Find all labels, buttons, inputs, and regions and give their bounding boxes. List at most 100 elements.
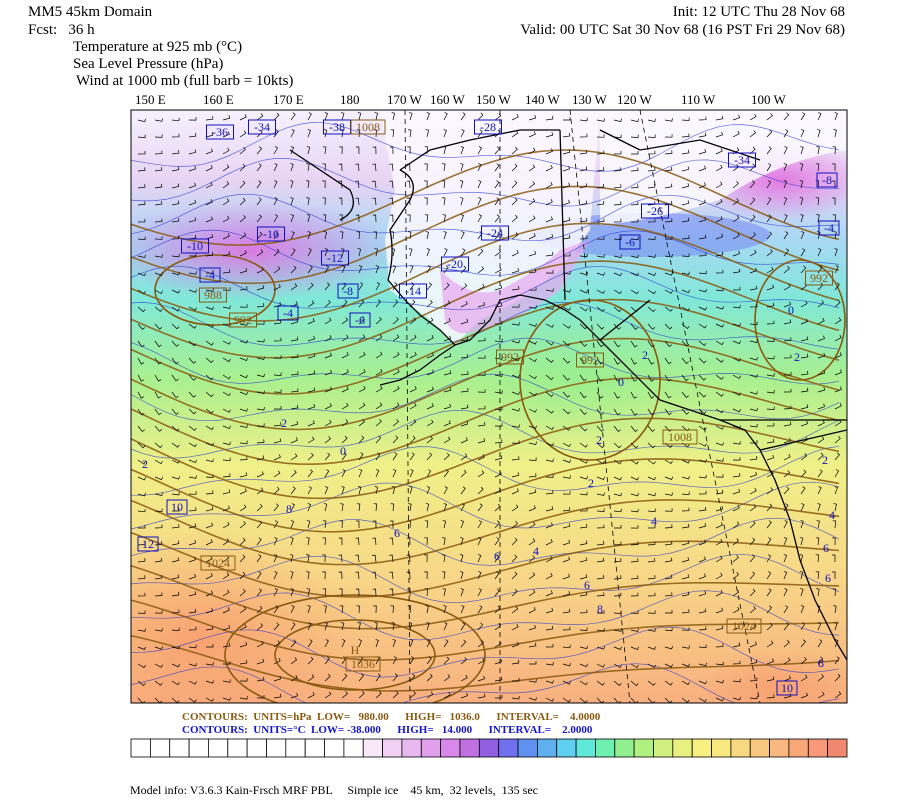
wind-barb [307, 469, 313, 478]
wind-barb [833, 503, 837, 512]
wind-barb [647, 289, 656, 295]
wind-barb [715, 131, 724, 138]
wind-barb [426, 265, 431, 274]
wind-barb [459, 180, 464, 189]
wind-barb [749, 249, 757, 257]
wind-barb [783, 537, 788, 546]
wind-barb [816, 214, 820, 223]
wind-barb [800, 387, 809, 393]
wind-barb [681, 340, 690, 347]
wind-barb [815, 571, 820, 580]
wind-barb [630, 610, 639, 614]
wind-barb [562, 662, 571, 667]
wind-barb [256, 163, 262, 172]
wind-barb [494, 658, 503, 665]
wind-barb [239, 623, 247, 631]
wind-barb [188, 507, 197, 512]
wind-barb [715, 442, 724, 446]
wind-barb [596, 524, 605, 529]
wind-barb [715, 357, 724, 363]
contour-label-box [181, 238, 209, 254]
contour-label: -38 [329, 120, 345, 134]
wind-barb [715, 590, 723, 597]
wind-barb [290, 605, 295, 614]
pressure-contour [131, 564, 840, 630]
wind-barb [698, 474, 707, 479]
wind-barb [407, 146, 411, 155]
wind-barb [460, 301, 468, 308]
wind-barb [647, 374, 655, 382]
wind-barb [528, 555, 536, 563]
wind-barb [426, 691, 434, 699]
contour-label: 2 [822, 453, 828, 467]
wind-barb [324, 452, 331, 461]
color-bar-box [788, 738, 809, 758]
wind-barb [188, 391, 197, 398]
wind-barb [817, 656, 824, 665]
wind-barb [239, 554, 246, 563]
wind-barb [732, 696, 741, 701]
wind-barb [154, 218, 163, 223]
wind-barb [407, 214, 411, 223]
wind-barb [273, 389, 282, 393]
wind-barb [239, 641, 248, 648]
wind-barb [407, 231, 412, 240]
wind-barb [783, 163, 788, 172]
wind-barb [613, 646, 622, 650]
coastlines [289, 129, 847, 661]
wind-barb [630, 442, 639, 449]
wind-barb [341, 334, 349, 342]
wind-barb [613, 476, 622, 481]
wind-barb [647, 408, 655, 416]
wind-barb [749, 588, 756, 597]
wind-barb [239, 488, 247, 495]
wind-barb [324, 299, 331, 308]
wind-barb [443, 370, 452, 376]
wind-barb [732, 624, 740, 631]
wind-barb [647, 558, 656, 563]
wind-barb [424, 163, 428, 172]
wind-barb [273, 454, 281, 461]
contour-label: 6 [584, 578, 590, 592]
wind-barb [372, 146, 377, 155]
wind-barb [494, 455, 503, 461]
wind-barb [307, 128, 311, 138]
wind-barb [494, 163, 500, 172]
wind-barb [562, 306, 571, 311]
wind-barb [715, 164, 723, 172]
wind-barb [528, 642, 537, 648]
wind-barb [290, 622, 296, 631]
wind-barb [698, 573, 706, 580]
wind-barb [392, 673, 398, 682]
temperature-contour [131, 122, 840, 172]
wind-barb [171, 133, 180, 138]
wind-barb [817, 370, 826, 376]
wind-barb [749, 659, 758, 665]
wind-barb [392, 316, 399, 325]
wind-barb [137, 150, 146, 155]
wind-barb [460, 437, 468, 444]
wind-barb [528, 521, 536, 529]
wind-barb [290, 112, 296, 121]
wind-barb [358, 282, 364, 291]
wind-barb [698, 442, 707, 447]
wind-barb [441, 554, 446, 563]
wind-barb [529, 661, 537, 665]
contour-label: 992 [501, 350, 519, 364]
wind-barb [323, 231, 328, 240]
wind-barb [766, 249, 773, 257]
wind-barb [511, 695, 520, 700]
wind-barb [715, 679, 724, 684]
wind-barb [613, 150, 622, 155]
wind-barb [273, 486, 280, 495]
wind-barb [528, 441, 537, 446]
wind-barb [239, 472, 248, 478]
field-name: Sea Level Pressure (hPa) [73, 56, 223, 72]
wind-barb [664, 680, 673, 686]
wind-barb [698, 626, 707, 631]
shading-blob [440, 240, 590, 334]
wind-barb [783, 319, 792, 325]
wind-barb [528, 425, 537, 429]
color-bar-box [730, 738, 751, 758]
wind-barb [511, 130, 519, 138]
